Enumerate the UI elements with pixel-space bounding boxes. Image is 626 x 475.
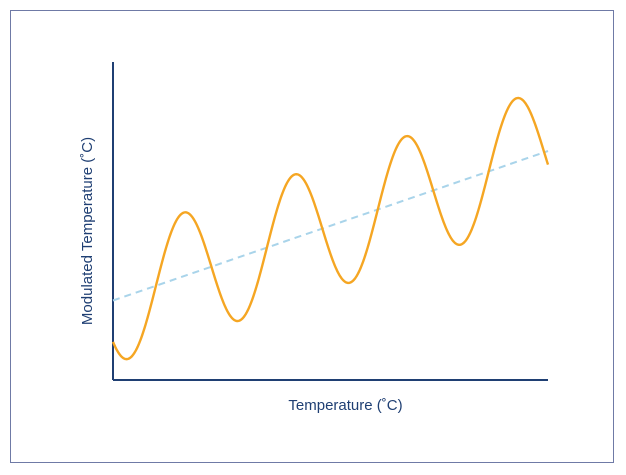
x-axis-label: Temperature (˚C) (288, 397, 402, 414)
chart-frame (10, 10, 614, 463)
series-trend-dashed-line (112, 150, 549, 302)
series-modulated-sine-line (111, 96, 550, 361)
y-axis-label: Modulated Temperature (˚C) (79, 137, 96, 325)
